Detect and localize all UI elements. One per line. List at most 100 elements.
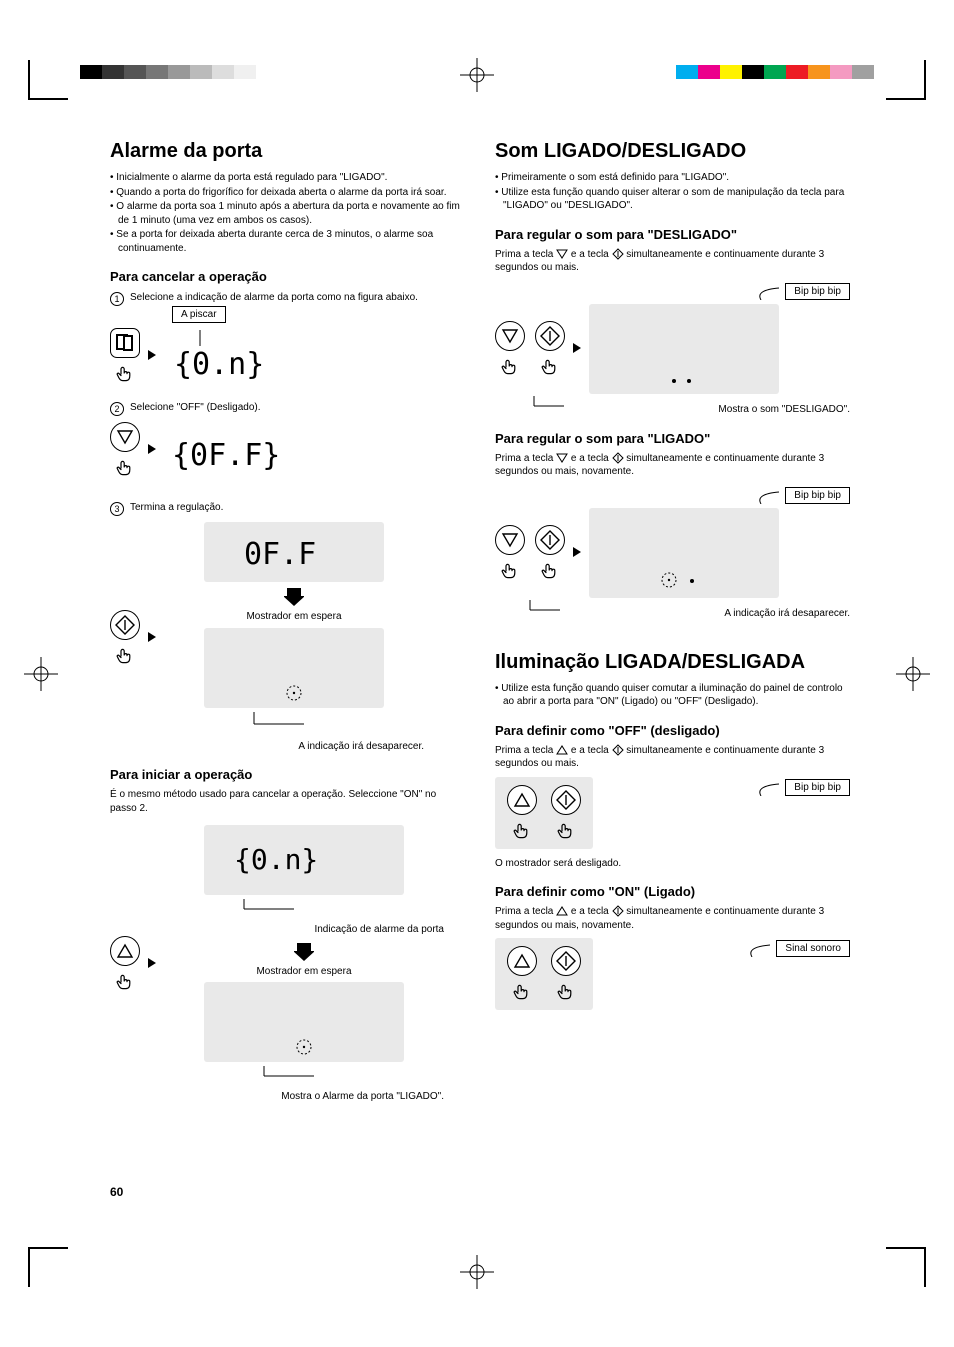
- lcd-text: 0F.F: [244, 537, 316, 572]
- hand-icon: [512, 819, 532, 841]
- enter-button-icon: [535, 321, 565, 351]
- figure-il-off: Bip bip bip O mostrador será desligado.: [495, 777, 850, 871]
- registration-mark-icon: [24, 657, 58, 691]
- bullet-item: Inicialmente o alarme da porta está regu…: [110, 171, 465, 185]
- hand-icon: [556, 819, 576, 841]
- hand-icon: [115, 362, 135, 384]
- registration-mark-icon: [460, 58, 494, 92]
- enter-button-icon: [535, 525, 565, 555]
- bullet-item: Quando a porta do frigorífico for deixad…: [110, 186, 465, 200]
- registration-mark-icon: [460, 1255, 494, 1289]
- arrow-right-icon: [573, 340, 581, 358]
- text-il-on: Prima a tecla e a tecla simultaneamente …: [495, 905, 850, 932]
- heading-il-on: Para definir como "ON" (Ligado): [495, 884, 850, 899]
- up-button-icon: [110, 936, 140, 966]
- hand-icon: [115, 456, 135, 478]
- step-number-icon: 2: [110, 402, 124, 416]
- enter-button-icon: [551, 785, 581, 815]
- hand-icon: [512, 980, 532, 1002]
- lcd-panel: [589, 304, 779, 394]
- bullet-item: Primeiramente o som está definido para "…: [495, 171, 850, 185]
- arrow-right-icon: [573, 544, 581, 562]
- heading-il-off: Para definir como "OFF" (desligado): [495, 723, 850, 738]
- hand-icon: [540, 355, 560, 377]
- registration-mark-icon: [896, 657, 930, 691]
- hand-icon: [115, 970, 135, 992]
- label-desaparecer: A indicação irá desaparecer.: [298, 740, 424, 754]
- lcd-panel: [204, 628, 384, 708]
- arrow-right-icon: [148, 955, 156, 973]
- callout-bip: Bip bip bip: [785, 487, 850, 504]
- lcd-panel: [204, 982, 404, 1062]
- label-mostrador: Mostrador em espera: [246, 610, 341, 624]
- lcd-text: {0.n}: [174, 347, 264, 382]
- callout-bip: Bip bip bip: [785, 283, 850, 300]
- door-button-icon: [110, 328, 140, 358]
- hand-icon: [115, 644, 135, 666]
- heading-alarme: Alarme da porta: [110, 140, 465, 163]
- figure-som-off: Bip bip bip Mostra o som "DESLIGADO".: [495, 281, 850, 417]
- down-button-icon: [110, 422, 140, 452]
- bullet-list: Utilize esta função quando quiser comuta…: [495, 682, 850, 709]
- label-desaparecer: A indicação irá desaparecer.: [724, 608, 850, 619]
- lcd-panel: {0.n}: [204, 825, 404, 895]
- heading-som: Som LIGADO/DESLIGADO: [495, 140, 850, 163]
- callout-sinal: Sinal sonoro: [776, 940, 850, 957]
- figure-start: {0.n} Indicação de alarme da porta Mostr…: [110, 825, 465, 1104]
- hand-icon: [556, 980, 576, 1002]
- lcd-panel: [589, 508, 779, 598]
- bullet-item: O alarme da porta soa 1 minuto após a ab…: [110, 200, 465, 227]
- enter-button-icon: [551, 946, 581, 976]
- lcd-text: {0F.F}: [172, 438, 280, 473]
- heading-cancel: Para cancelar a operação: [110, 269, 465, 284]
- down-button-icon: [495, 321, 525, 351]
- step-number-icon: 1: [110, 292, 124, 306]
- crop-mark: [886, 1247, 926, 1287]
- step-3: 3 Termina a regulação.: [110, 502, 465, 516]
- enter-button-icon: [110, 610, 140, 640]
- crop-mark: [28, 1247, 68, 1287]
- bullet-list: Inicialmente o alarme da porta está regu…: [110, 171, 465, 255]
- crop-mark: [28, 60, 68, 100]
- left-column: Alarme da porta Inicialmente o alarme da…: [110, 140, 465, 1114]
- arrow-right-icon: [148, 441, 156, 459]
- hand-icon: [500, 559, 520, 581]
- heading-start: Para iniciar a operação: [110, 767, 465, 782]
- grayscale-bar: [80, 65, 256, 79]
- hand-icon: [500, 355, 520, 377]
- text-som-on: Prima a tecla e a tecla simultaneamente …: [495, 452, 850, 479]
- color-bar: [676, 65, 874, 79]
- right-column: Som LIGADO/DESLIGADO Primeiramente o som…: [495, 140, 850, 1114]
- figure-som-on: Bip bip bip A indicação ir: [495, 485, 850, 621]
- label-mostra-des: Mostra o som "DESLIGADO".: [718, 404, 850, 415]
- figure-il-on: Sinal sonoro: [495, 938, 850, 1010]
- text-start-body: É o mesmo método usado para cancelar a o…: [110, 788, 465, 815]
- up-button-icon: [507, 946, 537, 976]
- arrow-right-icon: [148, 629, 156, 647]
- text-som-off: Prima a tecla e a tecla simultaneamente …: [495, 248, 850, 275]
- step-1: 1 Selecione a indicação de alarme da por…: [110, 292, 465, 306]
- text-il-off: Prima a tecla e a tecla simultaneamente …: [495, 744, 850, 771]
- label-mostrador: Mostrador em espera: [256, 965, 351, 979]
- label-mostra-ligado: Mostra o Alarme da porta "LIGADO".: [281, 1090, 444, 1104]
- figure-step2: {0F.F}: [110, 422, 465, 492]
- callout-bip: Bip bip bip: [785, 779, 850, 796]
- down-button-icon: [495, 525, 525, 555]
- bullet-list: Primeiramente o som está definido para "…: [495, 171, 850, 213]
- figure-step1: A piscar {0.n}: [110, 312, 465, 392]
- up-button-icon: [507, 785, 537, 815]
- figure-step3: 0F.F Mostrador em espera A indicação irá…: [110, 522, 465, 753]
- heading-som-on: Para regular o som para "LIGADO": [495, 431, 850, 446]
- bullet-item: Se a porta for deixada aberta durante ce…: [110, 228, 465, 255]
- label-il-off-note: O mostrador será desligado.: [495, 857, 850, 871]
- bullet-item: Utilize esta função quando quiser comuta…: [495, 682, 850, 709]
- heading-som-off: Para regular o som para "DESLIGADO": [495, 227, 850, 242]
- hand-icon: [540, 559, 560, 581]
- label-alarm-ind: Indicação de alarme da porta: [314, 923, 444, 937]
- page-number: 60: [110, 1185, 123, 1199]
- lcd-panel: 0F.F: [204, 522, 384, 582]
- arrow-down-icon: [294, 941, 314, 961]
- callout-piscar: A piscar: [172, 306, 226, 323]
- step-number-icon: 3: [110, 502, 124, 516]
- step-2: 2 Selecione "OFF" (Desligado).: [110, 402, 465, 416]
